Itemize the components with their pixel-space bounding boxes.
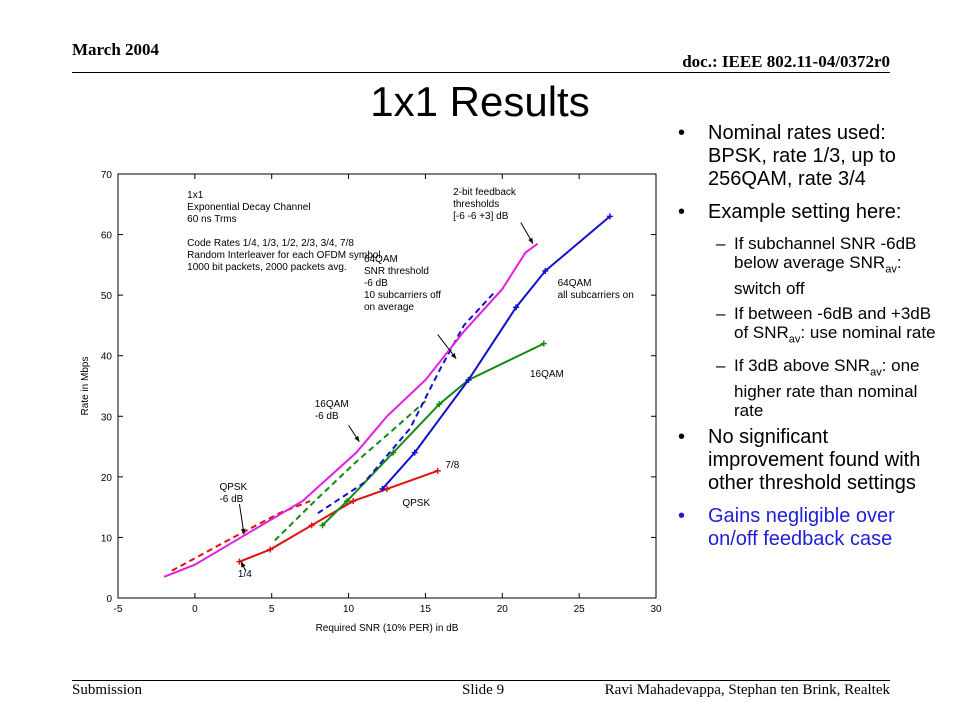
header-date: March 2004 — [72, 40, 160, 59]
series-line — [381, 215, 611, 490]
chart-annotation: thresholds — [453, 199, 499, 210]
sub-bullet-switch-off: – If subchannel SNR -6dB below average SN… — [716, 234, 917, 299]
chart-annotation: 16QAM — [530, 369, 564, 380]
sub-bullet-text: : one higher rate than nominal rate — [734, 355, 920, 421]
subscript: av — [885, 263, 897, 276]
chart-annotation: QPSK — [219, 482, 247, 493]
sub-bullet-text: : use nominal rate — [800, 323, 936, 343]
y-tick-label: 50 — [101, 291, 113, 302]
y-tick-label: 0 — [106, 594, 112, 605]
series-line — [171, 500, 311, 572]
sub-bullet-text: If between -6dB and +3dB of SNR — [734, 304, 932, 343]
sub-bullet-nominal: – If between -6dB and +3dB of SNRav: use … — [716, 304, 936, 346]
sub-bullet-higher: – If 3dB above SNRav: one higher rate tha… — [716, 355, 920, 421]
sub-bullet-text: If subchannel SNR -6dB below average SNR — [734, 234, 917, 272]
chart-annotation: 1000 bit packets, 2000 packets avg. — [187, 262, 347, 273]
bullet-text: No significant improvement found with ot… — [708, 426, 921, 495]
chart-annotation: Random Interleaver for each OFDM symbol — [187, 250, 380, 261]
annotation-arrowhead — [240, 528, 246, 535]
x-tick-label: 15 — [420, 604, 432, 615]
chart-annotation: -6 dB — [219, 494, 243, 505]
x-tick-label: 5 — [269, 604, 275, 615]
footer-rule — [72, 680, 890, 681]
bullet-nominal-rates: • Nominal rates used: BPSK, rate 1/3, up … — [678, 122, 896, 190]
sub-bullet-text: : switch off — [734, 253, 902, 299]
chart-annotation: QPSK — [402, 498, 430, 509]
subscript: av — [870, 366, 882, 379]
chart-annotation: 1/4 — [238, 569, 252, 580]
y-tick-label: 70 — [101, 170, 113, 181]
footer-slide-number: Slide 9 — [462, 682, 505, 698]
header-doc-id: doc.: IEEE 802.11-04/0372r0 — [682, 52, 890, 71]
chart-annotation: on average — [364, 302, 414, 313]
chart-annotation: 10 subcarriers off — [364, 290, 441, 301]
series-line — [163, 242, 539, 578]
chart-annotation: -6 dB — [315, 411, 339, 422]
chart-annotation: Code Rates 1/4, 1/3, 1/2, 2/3, 3/4, 7/8 — [187, 238, 354, 249]
chart-annotation: Exponential Decay Channel — [187, 202, 310, 213]
series-line — [321, 342, 545, 527]
chart-annotation: all subcarriers on — [558, 290, 634, 301]
subscript: av — [788, 333, 801, 346]
chart-annotation: [-6 -6 +3] dB — [453, 211, 509, 222]
chart-annotation: 60 ns Trms — [187, 214, 236, 225]
plot-frame — [117, 173, 657, 599]
bullet-text: Example setting here: — [708, 201, 902, 223]
series-line — [317, 291, 496, 515]
chart-annotation: 64QAM — [364, 254, 398, 265]
x-tick-label: 0 — [192, 604, 198, 615]
series-line — [274, 400, 427, 542]
x-tick-label: 10 — [343, 604, 355, 615]
x-tick-label: 20 — [497, 604, 509, 615]
chart-annotation: 2-bit feedback — [453, 187, 517, 198]
chart-annotation: 64QAM — [558, 278, 592, 289]
x-tick-label: 30 — [650, 604, 662, 615]
y-axis-label: Rate in Mbps — [80, 357, 91, 416]
bullet-no-improvement: • No significant improvement found with o… — [678, 426, 921, 495]
annotation-arrowhead — [240, 561, 246, 568]
y-tick-label: 10 — [101, 533, 113, 544]
slide-title: 1x1 Results — [370, 78, 590, 125]
x-tick-label: -5 — [114, 604, 123, 615]
y-tick-label: 20 — [101, 473, 113, 484]
footer-authors: Ravi Mahadevappa, Stephan ten Brink, Rea… — [604, 682, 890, 698]
header-rule — [72, 72, 890, 73]
annotation-arrowhead — [528, 237, 534, 244]
annotation-arrowhead — [354, 435, 360, 442]
footer-submission: Submission — [72, 682, 143, 698]
bullet-text: Gains negligible over on/off feedback ca… — [708, 505, 895, 551]
x-tick-label: 25 — [574, 604, 586, 615]
sub-bullet-text: If 3dB above SNR — [734, 355, 871, 375]
y-tick-label: 60 — [101, 231, 113, 242]
bullet-list: • Nominal rates used: BPSK, rate 1/3, up … — [672, 122, 942, 561]
chart-annotation: 7/8 — [445, 460, 459, 471]
bullet-gains-negligible: • Gains negligible over on/off feedback c… — [678, 505, 895, 551]
y-tick-label: 30 — [101, 412, 113, 423]
chart-annotation: 16QAM — [315, 399, 349, 410]
y-tick-label: 40 — [101, 352, 113, 363]
annotation-arrowhead — [450, 352, 457, 359]
series-line — [239, 469, 439, 563]
x-axis-label: Required SNR (10% PER) in dB — [316, 623, 459, 634]
chart-annotation: 1x1 — [187, 190, 204, 201]
bullet-text: Nominal rates used: BPSK, rate 1/3, up t… — [708, 122, 896, 190]
chart-annotation: -6 dB — [364, 278, 388, 289]
chart-annotation: SNR threshold — [364, 266, 429, 277]
bullet-example-setting: • Example setting here: — [678, 201, 902, 223]
